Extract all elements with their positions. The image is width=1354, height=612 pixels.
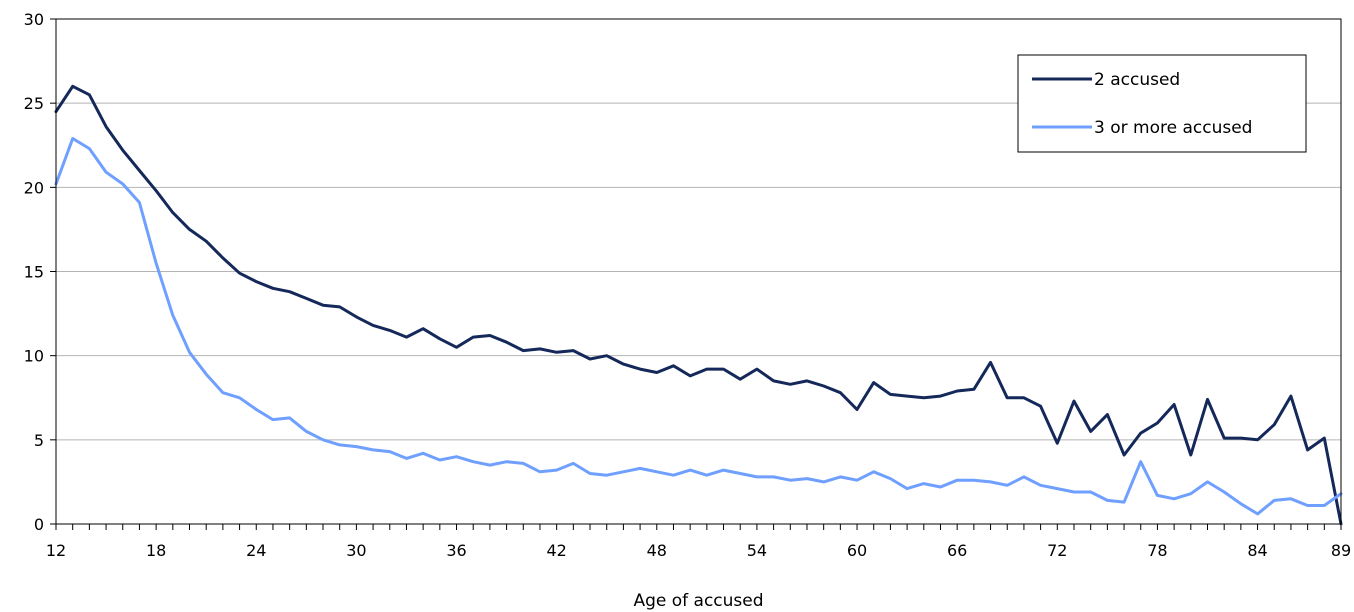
y-tick-label: 5 xyxy=(34,431,44,450)
x-tick-label: 48 xyxy=(647,541,667,560)
x-tick-label: 54 xyxy=(747,541,767,560)
plot-area-frame xyxy=(55,18,1342,525)
legend-label-1: 2 accused xyxy=(1094,70,1180,90)
y-tick-label: 20 xyxy=(24,178,44,197)
x-tick-label: 66 xyxy=(947,541,967,560)
y-tick-label: 25 xyxy=(24,94,44,113)
x-tick-label: 84 xyxy=(1247,541,1267,560)
x-tick-label: 36 xyxy=(446,541,466,560)
x-axis-title: Age of accused xyxy=(633,591,763,611)
x-axis-ticks: 12 18 24 30 36 42 48 54 60 66 72 78 84 89 xyxy=(46,524,1351,560)
x-tick-label: 12 xyxy=(46,541,66,560)
y-tick-label: 10 xyxy=(24,347,44,366)
x-tick-label: 30 xyxy=(346,541,366,560)
x-tick-label: 24 xyxy=(246,541,266,560)
x-tick-label: 42 xyxy=(546,541,566,560)
x-tick-label: 78 xyxy=(1147,541,1167,560)
y-tick-label: 0 xyxy=(34,515,44,534)
series-lines xyxy=(54,84,1343,526)
legend-box xyxy=(1017,54,1307,153)
x-tick-label: 89 xyxy=(1331,541,1351,560)
series-line-1 xyxy=(54,84,1343,526)
y-tick-label: 30 xyxy=(24,10,44,29)
y-tick-label: 15 xyxy=(24,263,44,282)
x-tick-label: 18 xyxy=(146,541,166,560)
legend: 2 accused 3 or more accused xyxy=(1017,54,1307,153)
gridlines xyxy=(56,102,1341,441)
y-axis-ticks: 0 5 10 15 20 25 30 xyxy=(24,10,56,534)
series-line-2 xyxy=(54,137,1343,516)
legend-label-2: 3 or more accused xyxy=(1094,118,1252,138)
x-tick-label: 60 xyxy=(847,541,867,560)
x-tick-label: 72 xyxy=(1047,541,1067,560)
